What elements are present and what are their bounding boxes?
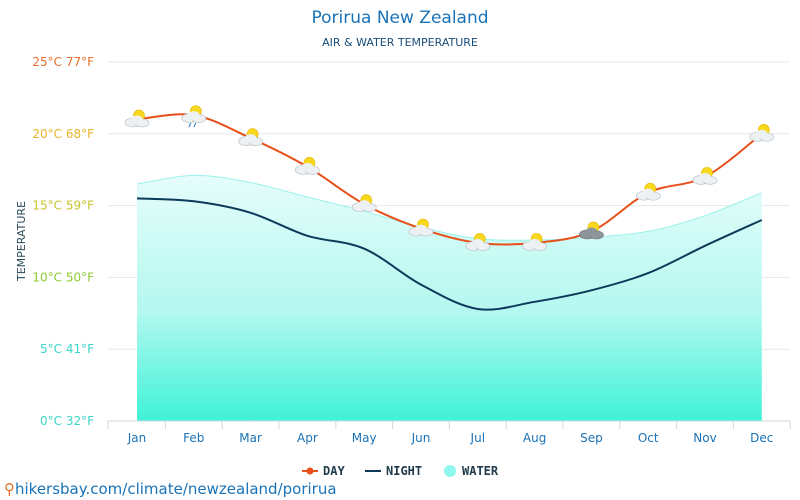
partly-cloudy-icon [692, 167, 718, 185]
partly-cloudy-icon [522, 233, 547, 251]
x-tick-label: Jul [470, 431, 485, 445]
legend-item-night[interactable]: NIGHT [365, 464, 422, 478]
y-tick-label: 20°C 68°F [32, 127, 94, 141]
source-link[interactable]: ⚲hikersbay.com/climate/newzealand/poriru… [4, 480, 337, 498]
chart-subtitle: AIR & WATER TEMPERATURE [322, 36, 478, 49]
y-tick-label: 10°C 50°F [32, 270, 94, 284]
legend-day-label: DAY [323, 464, 345, 478]
y-tick-labels: 0°C 32°F 5°C 41°F 10°C 50°F 15°C 59°F 20°C 6… [32, 55, 94, 428]
location-pin-icon: ⚲ [4, 480, 15, 498]
x-tick-label: Jun [411, 431, 431, 445]
x-tick-label: Dec [750, 431, 773, 445]
legend-item-water[interactable]: WATER [444, 464, 499, 478]
partly-cloudy-icon [351, 194, 377, 213]
partly-cloudy-icon [238, 128, 263, 146]
x-tick-label: Apr [297, 431, 318, 445]
weather-icons [124, 105, 775, 251]
legend-night-label: NIGHT [386, 464, 422, 478]
source-text: hikersbay.com/climate/newzealand/porirua [15, 480, 337, 498]
x-tick-label: Nov [693, 431, 716, 445]
partly-cloudy-icon [124, 109, 150, 128]
y-tick-label: 5°C 41°F [40, 342, 94, 356]
x-tick-label: Feb [183, 431, 204, 445]
x-tick-label: Jan [127, 431, 147, 445]
x-tick-labels: Jan Feb Mar Apr May Jun Jul Aug Sep Oct Nov Dec [107, 421, 791, 445]
partly-cloudy-icon [408, 218, 434, 237]
partly-cloudy-icon [295, 157, 320, 175]
dark-cloud-sun-icon [579, 221, 604, 240]
x-tick-label: Mar [239, 431, 262, 445]
legend-water-marker [444, 465, 456, 477]
legend-item-day[interactable]: DAY [302, 464, 345, 478]
water-area [137, 175, 762, 421]
partly-cloudy-icon [465, 233, 491, 251]
water-series-line [136, 174, 762, 241]
x-tick-label: May [352, 431, 377, 445]
y-tick-label: 0°C 32°F [40, 414, 94, 428]
legend-day-marker [306, 467, 314, 475]
x-tick-label: Sep [580, 431, 603, 445]
y-axis-label: TEMPERATURE [15, 201, 28, 282]
partly-cloudy-icon [635, 182, 661, 201]
partly-cloudy-icon [749, 124, 775, 142]
x-tick-label: Aug [523, 431, 546, 445]
chart-title: Porirua New Zealand [311, 8, 488, 28]
legend: DAY NIGHT WATER [302, 464, 499, 478]
night-series-line [136, 197, 763, 311]
legend-water-label: WATER [462, 464, 499, 478]
rain-cloud-sun-icon [181, 105, 207, 128]
y-tick-label: 25°C 77°F [32, 55, 94, 69]
x-tick-label: Oct [638, 431, 659, 445]
y-tick-label: 15°C 59°F [32, 199, 94, 213]
